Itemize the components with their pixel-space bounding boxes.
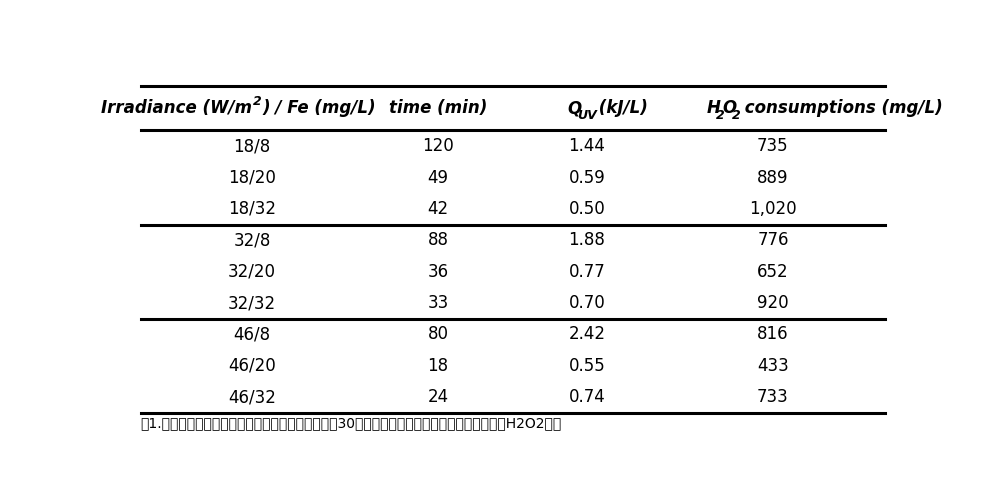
Text: 88: 88 <box>428 231 449 249</box>
Text: consumptions (mg/L): consumptions (mg/L) <box>739 99 943 117</box>
Text: 49: 49 <box>428 168 449 186</box>
Text: 0.50: 0.50 <box>569 200 605 218</box>
Text: (kJ/L): (kJ/L) <box>593 99 648 117</box>
Text: 1.44: 1.44 <box>568 137 605 155</box>
Text: 0.74: 0.74 <box>569 388 605 406</box>
Text: 0.59: 0.59 <box>569 168 605 186</box>
Text: Q: Q <box>568 99 582 117</box>
Text: 18/20: 18/20 <box>228 168 276 186</box>
Text: 24: 24 <box>428 388 449 406</box>
Text: ) / Fe (mg/L): ) / Fe (mg/L) <box>262 99 376 117</box>
Text: 42: 42 <box>428 200 449 218</box>
Text: 18/8: 18/8 <box>233 137 271 155</box>
Text: 735: 735 <box>757 137 789 155</box>
Text: 0.55: 0.55 <box>569 357 605 375</box>
Text: 46/8: 46/8 <box>234 326 271 343</box>
Text: 0.70: 0.70 <box>569 294 605 312</box>
Text: 32/8: 32/8 <box>233 231 271 249</box>
Text: 816: 816 <box>757 326 789 343</box>
Text: 33: 33 <box>427 294 449 312</box>
Text: 32/20: 32/20 <box>228 262 276 281</box>
Text: 80: 80 <box>428 326 449 343</box>
Text: 2: 2 <box>732 109 741 122</box>
Text: UV: UV <box>577 109 597 122</box>
Text: 46/32: 46/32 <box>228 388 276 406</box>
Text: 733: 733 <box>757 388 789 406</box>
Text: 1,020: 1,020 <box>749 200 797 218</box>
Text: 776: 776 <box>757 231 789 249</box>
Text: 2.42: 2.42 <box>568 326 605 343</box>
Text: 433: 433 <box>757 357 789 375</box>
Text: 18: 18 <box>428 357 449 375</box>
Text: O: O <box>723 99 737 117</box>
Text: 652: 652 <box>757 262 789 281</box>
Text: 36: 36 <box>428 262 449 281</box>
Text: 32/32: 32/32 <box>228 294 276 312</box>
Text: 920: 920 <box>757 294 789 312</box>
Text: 2: 2 <box>253 95 262 108</box>
Text: H: H <box>707 99 721 117</box>
Text: Irradiance (W/m: Irradiance (W/m <box>101 99 252 117</box>
Text: 120: 120 <box>422 137 454 155</box>
Text: 2: 2 <box>716 109 724 122</box>
Text: 18/32: 18/32 <box>228 200 276 218</box>
Text: time (min): time (min) <box>389 99 487 117</box>
Text: 1.88: 1.88 <box>568 231 605 249</box>
Text: 表1.在不同的鐵濃度和紫外線照射水平組合下，達到30的礦化作用所需的實驗時間、累積能量和H2O2消耗: 表1.在不同的鐵濃度和紫外線照射水平組合下，達到30的礦化作用所需的實驗時間、累… <box>140 416 562 430</box>
Text: 0.77: 0.77 <box>569 262 605 281</box>
Text: 889: 889 <box>757 168 789 186</box>
Text: 46/20: 46/20 <box>228 357 276 375</box>
